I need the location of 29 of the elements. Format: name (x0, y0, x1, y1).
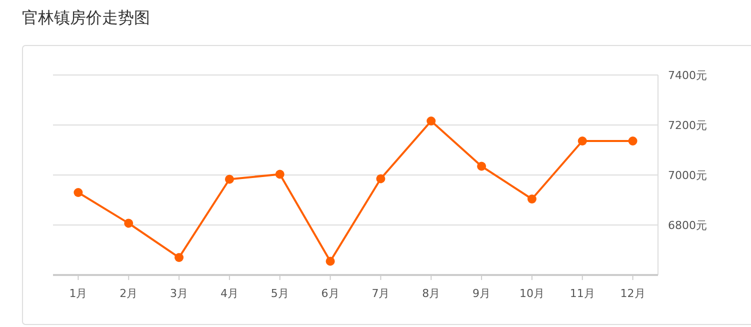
y-tick-label: 7400元 (668, 69, 707, 82)
x-tick-label: 10月 (519, 287, 544, 300)
point (224, 174, 234, 184)
y-tick-label: 7000元 (668, 169, 707, 182)
chart-title: 官林镇房价走势图 (22, 8, 150, 27)
point (275, 170, 284, 179)
point (74, 188, 83, 197)
x-tick-label: 3月 (170, 287, 188, 300)
point (628, 136, 638, 146)
y-tick-label: 6800元 (668, 219, 707, 232)
point (326, 256, 335, 266)
x-tick-label: 1月 (69, 287, 88, 300)
point (124, 218, 134, 228)
x-tick-label: 4月 (220, 287, 238, 300)
x-tick-label: 12月 (620, 287, 646, 300)
point (477, 162, 486, 171)
x-tick-label: 6月 (321, 287, 340, 300)
x-tick-label: 8月 (422, 287, 440, 300)
point (174, 253, 184, 262)
point (376, 174, 386, 184)
x-tick-label: 9月 (472, 287, 491, 300)
x-tick-label: 11月 (570, 287, 595, 300)
x-tick-label: 7月 (372, 287, 390, 300)
x-tick-label: 5月 (270, 287, 289, 300)
x-tick-label: 2月 (120, 287, 138, 300)
point (527, 194, 536, 204)
point (426, 116, 436, 126)
y-tick-label: 7200元 (668, 119, 707, 132)
point (578, 136, 587, 146)
